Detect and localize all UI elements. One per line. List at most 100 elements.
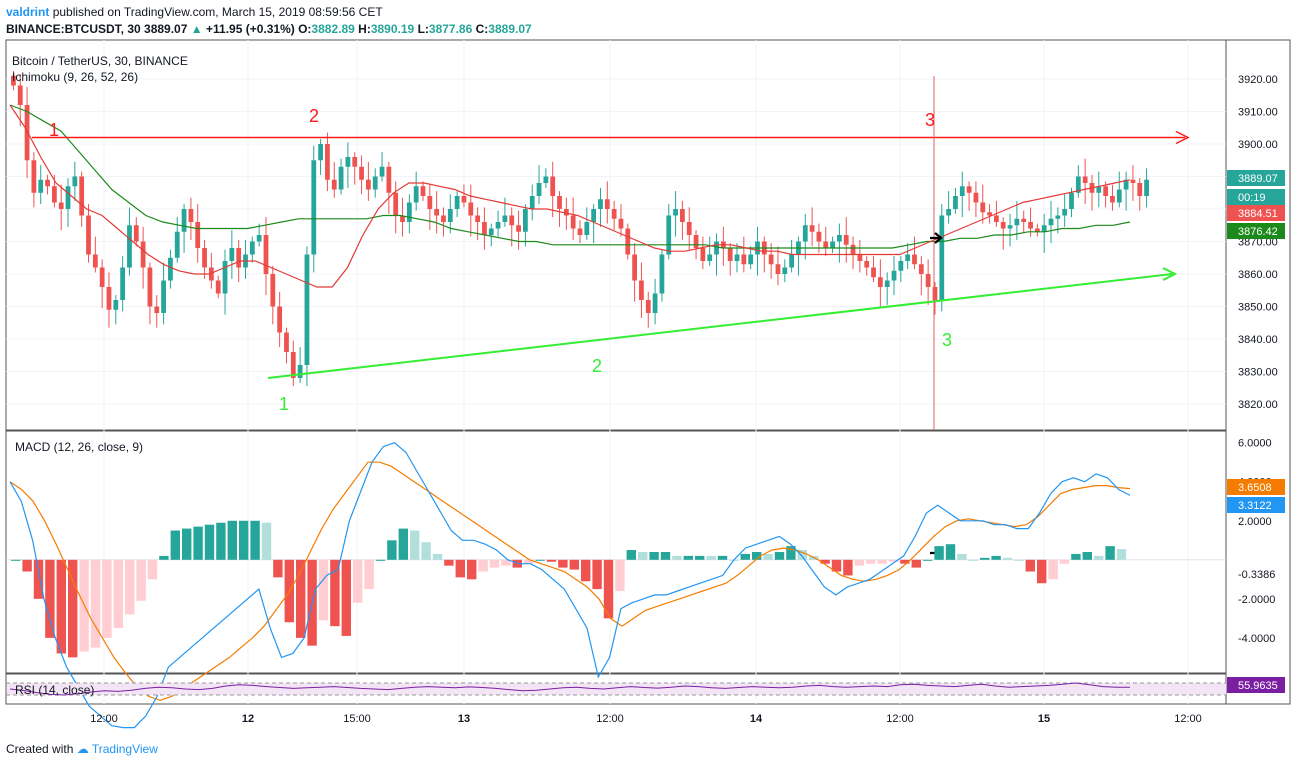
macd-histogram-bar (843, 559, 853, 576)
candle-body (359, 166, 364, 180)
macd-histogram-bar (387, 540, 397, 560)
tradingview-logo-icon: ☁ (76, 742, 89, 756)
candle-body (850, 244, 856, 255)
candle-body (58, 202, 64, 209)
author-name[interactable]: valdrint (6, 5, 50, 19)
macd-histogram-bar (136, 559, 146, 601)
candle-body (639, 280, 644, 300)
candle-body (140, 241, 146, 268)
open-value: 3882.89 (311, 22, 355, 36)
macd-histogram-bar (1059, 559, 1070, 564)
up-arrow-icon: ▲ (190, 22, 203, 36)
macd-histogram-bar (170, 530, 180, 560)
candle-body (1103, 186, 1109, 196)
candle-body (495, 222, 501, 229)
macd-histogram-bar (489, 559, 500, 568)
candle-body (925, 274, 931, 287)
macd-histogram-bar (854, 559, 864, 566)
macd-histogram-bar (934, 546, 944, 560)
footer: Created with ☁ TradingView (6, 742, 158, 756)
candle-body (946, 209, 952, 216)
candle-body (86, 215, 91, 255)
symbol-label: BINANCE:BTCUSDT, 30 (6, 22, 141, 36)
macd-histogram-bar (330, 559, 340, 627)
macd-histogram-bar (717, 555, 728, 560)
macd-legend: MACD (12, 26, close, 9) (15, 440, 143, 454)
ichimoku-kijun-line (9, 104, 1131, 249)
macd-histogram-bar (364, 559, 374, 590)
candle-body (1130, 179, 1136, 183)
candle-body (79, 176, 85, 216)
macd-histogram-bar (102, 559, 112, 638)
candle-body (208, 267, 214, 281)
low-label: L: (417, 22, 429, 36)
macd-histogram-bar (900, 559, 910, 564)
candle-body (939, 215, 945, 300)
candle-body (263, 235, 269, 274)
candle-body (345, 157, 351, 167)
price-tag-label: 3889.07 (1238, 173, 1278, 185)
open-label: O: (298, 22, 312, 36)
macd-histogram-bar (1037, 559, 1047, 584)
macd-histogram-bar (227, 520, 237, 560)
candle-body (837, 235, 842, 242)
macd-histogram-bar (957, 553, 967, 560)
macd-histogram-bar (375, 559, 386, 561)
macd-histogram-bar (68, 559, 78, 658)
candle-body (1055, 215, 1061, 219)
time-tick-label: 12:00 (596, 713, 624, 725)
macd-histogram-bar (592, 559, 602, 590)
support-arrowhead (1162, 267, 1178, 281)
ohlc-line: BINANCE:BTCUSDT, 30 3889.07 ▲ +11.95 (+0… (6, 22, 532, 36)
candle-body (318, 144, 323, 161)
macd-tick-label: -4.0000 (1238, 633, 1275, 645)
candle-body (461, 196, 467, 203)
macd-histogram-bar (261, 522, 272, 560)
low-value: 3877.86 (428, 22, 473, 36)
macd-histogram-bar (763, 553, 773, 560)
macd-histogram-bar (615, 559, 625, 592)
macd-histogram-bar (649, 552, 659, 560)
candle-body (304, 254, 310, 365)
macd-histogram-bar (11, 559, 21, 561)
macd-histogram-bar (546, 559, 557, 562)
macd-histogram-bar (353, 559, 363, 603)
time-tick-label: 12:00 (886, 713, 914, 725)
candle-body (311, 160, 317, 255)
macd-histogram-bar (740, 553, 750, 560)
candle-body (680, 209, 685, 222)
macd-histogram-bar (432, 553, 443, 560)
candle-body (215, 280, 221, 294)
candle-body (877, 277, 883, 287)
candle-body (973, 192, 979, 203)
macd-histogram-bar (478, 559, 488, 572)
price-tick-label: 3900.00 (1238, 139, 1278, 151)
macd-histogram-bar (444, 559, 454, 566)
macd-histogram-bar (877, 559, 887, 564)
candle-body (284, 332, 289, 352)
high-value: 3890.19 (370, 22, 415, 36)
price-tick-label: 3840.00 (1238, 334, 1278, 346)
candle-body (174, 231, 180, 258)
macd-histogram-bar (1105, 546, 1115, 560)
macd-histogram-bar (1071, 553, 1081, 560)
macd-histogram-bar (296, 559, 306, 638)
candle-body (905, 254, 911, 261)
support-line (267, 273, 1173, 379)
close-value: 3889.07 (488, 22, 532, 36)
price-tick-label: 3920.00 (1238, 74, 1278, 86)
candle-body (24, 105, 30, 161)
candle-body (154, 306, 160, 313)
candle-body (434, 209, 440, 216)
price-pane-title: Bitcoin / TetherUS, 30, BINANCE (12, 54, 188, 68)
candle-body (741, 254, 747, 265)
candle-body (325, 144, 330, 180)
price-tag (1227, 205, 1285, 221)
tradingview-brand[interactable]: TradingView (91, 742, 158, 756)
candle-body (727, 248, 733, 261)
rsi-line (9, 682, 1130, 696)
macd-histogram-bar (216, 522, 226, 560)
candle-body (31, 160, 37, 193)
candle-body (290, 352, 296, 378)
